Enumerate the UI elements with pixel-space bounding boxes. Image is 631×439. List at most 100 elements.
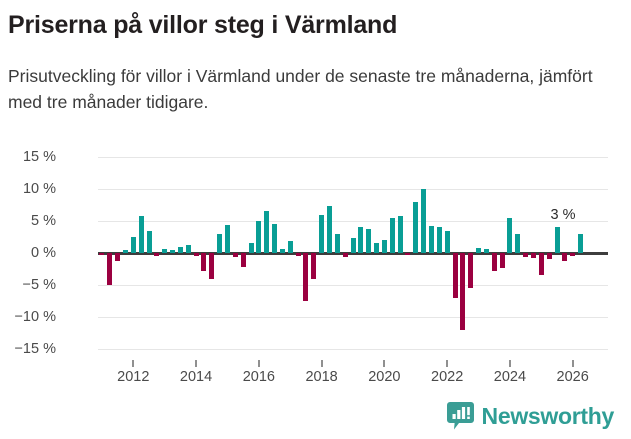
chart-bar <box>578 233 584 253</box>
x-axis-tick <box>320 360 323 367</box>
y-axis-tick-label: −15 % <box>14 341 56 357</box>
chart-bar <box>248 243 254 253</box>
chart-bar <box>146 230 152 253</box>
chart-bar <box>224 225 230 253</box>
x-axis-tick <box>195 360 198 367</box>
chart-bar <box>436 226 442 253</box>
chart-bar <box>326 206 332 253</box>
chart-bar <box>272 224 278 253</box>
chart-bar <box>170 250 176 253</box>
chart-bar <box>342 253 348 257</box>
chart-bar <box>185 245 191 253</box>
x-axis-tick-label: 2024 <box>493 369 527 385</box>
chart-bar <box>201 253 207 271</box>
x-axis-tick-label: 2018 <box>305 369 338 385</box>
chart-bar <box>138 215 144 253</box>
bar-chart: 15 % 10 % 5 % 0 % −5 % −10 % −15 % 2012 2014 2016… <box>0 146 631 394</box>
gridline <box>98 220 608 222</box>
gridline <box>98 156 608 158</box>
chart-bar <box>538 253 544 276</box>
chart-bar <box>483 248 489 253</box>
gridline <box>98 188 608 190</box>
chart-bar <box>374 242 380 253</box>
chart-bar <box>311 253 317 279</box>
chart-bar <box>193 253 199 257</box>
y-axis-tick-label: −5 % <box>22 277 56 293</box>
chart-bar <box>468 253 474 289</box>
chart-bar <box>209 253 215 279</box>
newsworthy-logo[interactable]: Newsworthy <box>446 402 615 430</box>
x-axis-tick <box>257 360 260 367</box>
chart-bar <box>217 234 223 253</box>
chart-bar <box>523 253 529 257</box>
y-axis-tick-label: 10 % <box>22 181 56 197</box>
chart-bar <box>381 240 387 253</box>
y-axis-tick-label: 15 % <box>22 149 56 165</box>
chart-bar <box>570 253 576 256</box>
logo-wordmark: Newsworthy <box>481 402 615 429</box>
chart-bar <box>452 253 458 298</box>
x-axis-tick-label: 2020 <box>368 369 401 385</box>
gridline <box>98 348 608 350</box>
chart-bar <box>115 253 121 261</box>
chart-bar <box>413 201 419 253</box>
chart-bar <box>562 253 568 261</box>
chart-bar <box>334 233 340 253</box>
x-axis-tick-label: 2016 <box>242 369 275 385</box>
chart-bar <box>515 233 521 253</box>
chart-bar <box>491 253 497 271</box>
plot-area: 15 % 10 % 5 % 0 % −5 % −10 % −15 % 2012 2014 2016… <box>14 150 608 385</box>
chart-bar <box>154 253 160 256</box>
x-axis-tick-label: 2012 <box>117 369 150 385</box>
chart-bar <box>366 229 372 253</box>
chart-bar <box>287 241 293 253</box>
chart-bar <box>358 227 364 253</box>
x-axis-tick <box>132 360 135 367</box>
chart-bar <box>162 249 168 253</box>
chart-bar <box>295 253 301 257</box>
x-axis-tick-label: 2026 <box>556 369 589 385</box>
chart-bar <box>444 230 450 253</box>
chart-bar <box>279 249 285 253</box>
page-title: Priserna på villor steg i Värmland <box>8 11 398 39</box>
chart-bar <box>554 227 560 253</box>
y-axis-tick-label: 0 % <box>31 245 56 261</box>
chart-bar <box>264 211 270 253</box>
chart-bar <box>122 249 128 253</box>
x-axis-tick-label: 2014 <box>179 369 213 385</box>
chart-bar <box>428 226 434 253</box>
chart-bar <box>546 253 552 259</box>
x-axis-tick <box>383 360 386 367</box>
chart-bar <box>240 253 246 268</box>
x-axis-tick-label: 2022 <box>431 369 464 385</box>
y-axis-tick-label: 5 % <box>31 213 56 229</box>
chart-bar <box>530 253 536 259</box>
x-axis-tick <box>571 360 574 367</box>
chart-bar <box>350 238 356 253</box>
chart-bar <box>389 217 395 253</box>
chart-bar <box>507 217 513 253</box>
y-axis-tick-label: −10 % <box>14 309 56 325</box>
chart-bar <box>421 189 427 253</box>
chart-bar <box>319 214 325 253</box>
chart-bar <box>99 253 105 255</box>
chart-bar <box>303 253 309 301</box>
page-subtitle: Prisutveckling för villor i Värmland und… <box>8 66 593 112</box>
chart-bar <box>397 215 403 253</box>
speech-bubble-bar-chart-icon <box>446 402 474 430</box>
gridline <box>98 284 608 286</box>
chart-bar <box>232 253 238 257</box>
chart-bar <box>107 253 113 285</box>
chart-bar <box>405 253 411 255</box>
x-axis-tick <box>508 360 511 367</box>
latest-value-annotation: 3 % <box>550 206 576 223</box>
chart-bar <box>476 247 482 253</box>
chart-bar <box>460 253 466 330</box>
x-axis-tick <box>446 360 449 367</box>
chart-bar <box>177 246 183 253</box>
chart-bar <box>130 237 136 253</box>
chart-bar <box>256 221 262 253</box>
chart-bar <box>499 253 505 269</box>
zero-axis-line <box>98 251 608 255</box>
